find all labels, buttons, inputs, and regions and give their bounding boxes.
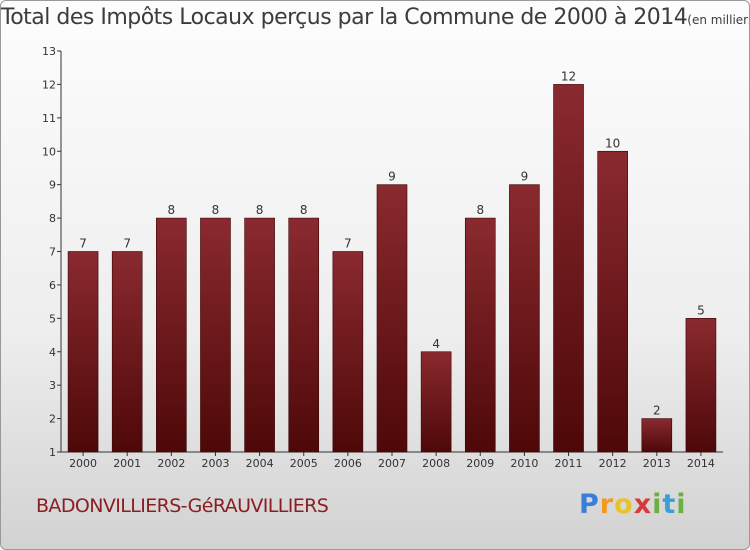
x-tick-label: 2008	[422, 457, 450, 470]
bar-value-label: 8	[256, 203, 264, 217]
bar-value-label: 4	[432, 337, 440, 351]
y-tick-label: 9	[49, 179, 56, 192]
chart-title-row: Total des Impôts Locaux perçus par la Co…	[1, 5, 750, 30]
bar	[67, 251, 99, 453]
x-tick-label: 2006	[334, 457, 362, 470]
x-tick-label: 2001	[113, 457, 141, 470]
bar	[420, 351, 452, 453]
bar-value-label: 10	[605, 136, 620, 150]
bar-value-label: 8	[476, 203, 484, 217]
bar-value-label: 7	[79, 237, 87, 251]
bar-value-label: 8	[212, 203, 220, 217]
bar	[464, 217, 496, 453]
bar-value-label: 9	[521, 170, 529, 184]
x-tick-label: 2013	[643, 457, 671, 470]
bar	[288, 217, 320, 453]
bar	[509, 184, 540, 453]
y-tick-label: 5	[49, 312, 56, 325]
x-tick-label: 2005	[290, 457, 318, 470]
bar-value-label: 7	[344, 237, 352, 251]
x-tick-label: 2010	[510, 457, 538, 470]
y-tick-label: 1	[49, 446, 56, 459]
y-tick-label: 3	[49, 379, 56, 392]
y-tick-label: 7	[49, 246, 56, 259]
bar	[685, 318, 717, 453]
x-tick-label: 2003	[201, 457, 229, 470]
y-tick-label: 11	[42, 112, 56, 125]
bar	[376, 184, 408, 453]
chart-title: Total des Impôts Locaux perçus par la Co…	[1, 5, 688, 30]
x-tick-label: 2014	[687, 457, 715, 470]
x-tick-label: 2009	[466, 457, 494, 470]
bar	[597, 150, 628, 453]
chart-labels: 7 7 8 8 8 8 7 9 4 8 9 12 10 2 5	[79, 69, 705, 417]
bar-value-label: 5	[697, 303, 705, 317]
y-tick-label: 4	[49, 346, 56, 359]
commune-name: BADONVILLIERS-GéRAUVILLIERS	[36, 495, 329, 517]
bar-value-label: 12	[561, 69, 576, 83]
bar-value-label: 9	[388, 170, 396, 184]
x-tick-label: 2012	[599, 457, 627, 470]
y-tick-label: 6	[49, 279, 56, 292]
x-tick-label: 2004	[246, 457, 274, 470]
y-tick-label: 8	[49, 212, 56, 225]
x-tick-label: 2002	[157, 457, 185, 470]
y-tick-label: 12	[42, 78, 56, 91]
bar-value-label: 8	[300, 203, 308, 217]
x-tick-label: 2011	[555, 457, 583, 470]
chart-unit-label: (en milliers d'€)	[687, 13, 750, 27]
bar	[156, 217, 187, 453]
x-tick-label: 2000	[69, 457, 97, 470]
bar-value-label: 7	[123, 237, 131, 251]
x-tick-label: 2007	[378, 457, 406, 470]
bar-value-label: 8	[168, 203, 176, 217]
bar	[111, 251, 143, 453]
bar	[200, 217, 231, 453]
proxiti-logo: Proxiti	[579, 489, 687, 520]
bar	[553, 84, 584, 453]
bar	[244, 217, 275, 453]
y-tick-label: 10	[42, 145, 56, 158]
bar	[332, 251, 364, 453]
chart-bars	[67, 84, 717, 453]
y-tick-label: 13	[42, 45, 56, 58]
y-tick-label: 2	[49, 413, 56, 426]
bar-value-label: 2	[653, 404, 661, 418]
bar	[641, 418, 673, 453]
